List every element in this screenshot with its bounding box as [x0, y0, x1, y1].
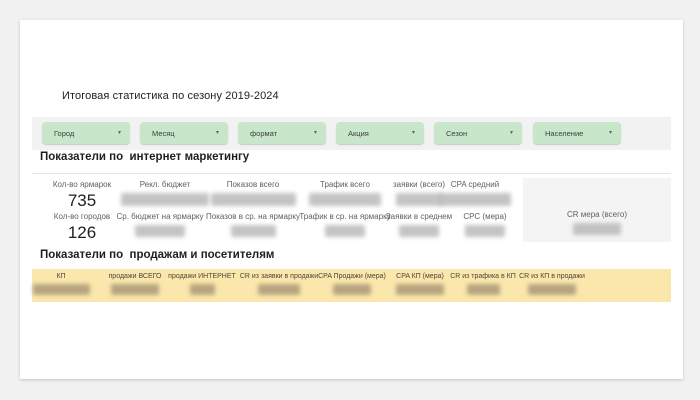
- filter-label: Город: [54, 128, 75, 138]
- table-cell-cr-lead-to-sale: CR из заявки в продажи: [239, 272, 319, 295]
- metric-value: 126: [67, 223, 97, 242]
- metric-label: Трафик в ср. на ярмарку: [299, 212, 391, 221]
- sales-table-row: КП продажи ВСЕГО продажи ИНТЕРНЕТ CR из …: [32, 269, 671, 302]
- caret-down-icon: ▾: [509, 130, 513, 136]
- redacted-value: [396, 284, 444, 295]
- table-cell-sales-internet: продажи ИНТЕРНЕТ: [167, 272, 237, 295]
- filter-label: Население: [545, 128, 584, 138]
- scorecard-leads-total: заявки (всего): [364, 180, 474, 206]
- filter-dropdown-sezon[interactable]: Сезон ▾: [434, 122, 522, 144]
- table-cell-cr-kp-to-sale: CR из КП в продажи: [517, 272, 587, 295]
- scorecard-avg-budget-per-fair: Ср. бюджет на ярмарку: [105, 212, 215, 237]
- redacted-value: [258, 284, 300, 295]
- redacted-value: [573, 223, 621, 235]
- metric-label: СРС (мера): [463, 212, 507, 221]
- column-header: CR из трафика в КП: [450, 273, 516, 280]
- caret-down-icon: ▾: [411, 130, 415, 136]
- caret-down-icon: ▾: [117, 130, 121, 136]
- metric-label: Показов всего: [226, 180, 280, 189]
- metric-label: Кол-во городов: [53, 212, 111, 221]
- column-header: КП: [56, 273, 66, 280]
- scorecard-cpa-avg: CPA средний: [420, 180, 530, 206]
- divider: [32, 173, 671, 174]
- scorecard-cities-count: Кол-во городов 126: [27, 212, 137, 242]
- filter-dropdown-gorod[interactable]: Город ▾: [42, 122, 130, 144]
- filter-dropdown-format[interactable]: формат ▾: [238, 122, 326, 144]
- metric-label: CR мера (всего): [567, 210, 627, 219]
- column-header: CPA Продажи (мера): [318, 273, 386, 280]
- filter-label: формат: [250, 128, 278, 138]
- redacted-value: [230, 225, 276, 237]
- redacted-value: [309, 193, 381, 206]
- scorecard-leads-avg: Заявки в среднем: [364, 212, 474, 237]
- scorecard-impressions-total: Показов всего: [198, 180, 308, 206]
- column-header: CR из заявки в продажи: [239, 273, 319, 280]
- metric-label: Показов в ср. на ярмарку: [206, 212, 300, 221]
- redacted-value: [333, 284, 371, 295]
- section-title-marketing: Показатели по интернет маркетингу: [40, 151, 250, 163]
- scorecard-fairs-count: Кол-во ярмарок 735: [27, 180, 137, 210]
- table-cell-kp: КП: [32, 272, 90, 295]
- section-title-sales: Показатели по продажам и посетителям: [40, 249, 275, 261]
- filter-dropdown-mesyac[interactable]: Месяц ▾: [140, 122, 228, 144]
- metric-label: Кол-во ярмарок: [52, 180, 112, 189]
- column-header: продажи ВСЕГО: [108, 273, 162, 280]
- redacted-value: [135, 225, 185, 237]
- table-cell-sales-total: продажи ВСЕГО: [100, 272, 170, 295]
- redacted-value: [396, 193, 442, 206]
- redacted-value: [210, 193, 296, 206]
- redacted-value: [32, 284, 90, 295]
- column-header: CPA КП (мера): [396, 273, 444, 280]
- report-card: Итоговая статистика по сезону 2019-2024 …: [20, 20, 683, 379]
- filter-label: Акция: [348, 128, 369, 138]
- redacted-value: [111, 284, 159, 295]
- metric-label: Заявки в среднем: [385, 212, 453, 221]
- table-cell-cr-traffic-to-kp: CR из трафика в КП: [448, 272, 518, 295]
- scorecard-cr-measure-total: CR мера (всего): [523, 178, 671, 242]
- redacted-value: [399, 225, 439, 237]
- caret-down-icon: ▾: [215, 130, 219, 136]
- scorecard-cpc-measure: СРС (мера): [430, 212, 540, 237]
- redacted-value: [189, 284, 215, 295]
- scorecard-traffic-total: Трафик всего: [290, 180, 400, 206]
- metric-label: Ср. бюджет на ярмарку: [116, 212, 204, 221]
- redacted-value: [325, 225, 365, 237]
- filter-dropdown-naselenie[interactable]: Население ▾: [533, 122, 621, 144]
- redacted-value: [528, 284, 576, 295]
- table-cell-cpa-sales: CPA Продажи (мера): [312, 272, 392, 295]
- metric-label: CPA средний: [450, 180, 500, 189]
- metric-label: заявки (всего): [392, 180, 446, 189]
- column-header: продажи ИНТЕРНЕТ: [168, 273, 236, 280]
- filter-label: Сезон: [446, 128, 468, 138]
- column-header: CR из КП в продажи: [519, 273, 585, 280]
- metric-value: 735: [67, 191, 97, 210]
- filter-dropdown-akciya[interactable]: Акция ▾: [336, 122, 424, 144]
- redacted-value: [465, 225, 505, 237]
- redacted-value: [466, 284, 500, 295]
- scorecard-ad-budget: Рекл. бюджет: [110, 180, 220, 206]
- metric-label: Трафик всего: [320, 180, 370, 189]
- redacted-value: [439, 193, 511, 206]
- caret-down-icon: ▾: [313, 130, 317, 136]
- caret-down-icon: ▾: [608, 130, 612, 136]
- filter-label: Месяц: [152, 128, 175, 138]
- page-title: Итоговая статистика по сезону 2019-2024: [62, 90, 279, 102]
- scorecard-avg-traffic-per-fair: Трафик в ср. на ярмарку: [290, 212, 400, 237]
- table-cell-cpa-kp: CPA КП (мера): [380, 272, 460, 295]
- redacted-value: [121, 193, 209, 206]
- scorecard-avg-impressions-per-fair: Показов в ср. на ярмарку: [198, 212, 308, 237]
- metric-label: Рекл. бюджет: [139, 180, 191, 189]
